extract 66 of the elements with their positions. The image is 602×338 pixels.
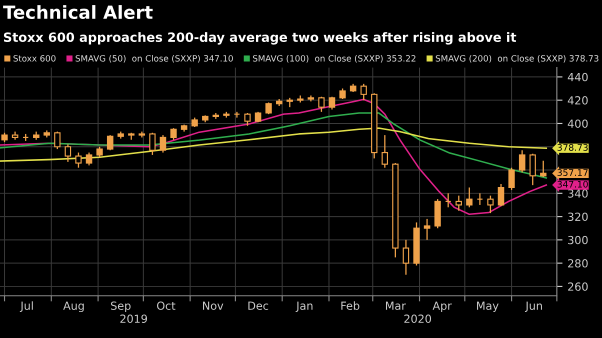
candlestick <box>1 132 8 143</box>
candlestick <box>149 132 156 156</box>
candlestick <box>456 195 462 212</box>
candlestick <box>265 102 272 115</box>
candlestick <box>75 152 82 168</box>
x-tick-label: Sep <box>110 302 131 312</box>
x-tick-label: Feb <box>341 301 360 310</box>
x-tick-label: Apr <box>432 302 452 312</box>
candlestick <box>424 218 430 240</box>
candlestick <box>339 88 346 100</box>
annotation: 357.17 <box>558 169 588 176</box>
candlestick <box>54 130 61 150</box>
candlestick <box>518 150 526 173</box>
candlestick <box>96 146 103 158</box>
candlestick <box>540 160 546 178</box>
candlestick <box>508 167 515 190</box>
annotation: 378.73 <box>558 144 588 151</box>
y-tick-label: 320 <box>568 212 588 221</box>
y-tick-label: 340 <box>568 189 588 198</box>
candlestick <box>191 117 198 128</box>
y-tick-label: 420 <box>568 96 588 105</box>
x-tick-label: Nov <box>203 302 224 310</box>
candlestick <box>106 134 114 151</box>
legend-label: SMAVG (100) on Close (SXXP) 353.22 <box>252 54 416 63</box>
y-tick-label: 280 <box>568 259 588 268</box>
candlestick <box>530 153 536 186</box>
candlestick <box>64 144 72 163</box>
candlestick <box>286 97 293 108</box>
legend-label: SMAVG (50) on Close (SXXP) 347.10 <box>76 54 233 63</box>
candlestick <box>445 192 452 208</box>
x-tick-label: Mar <box>386 302 406 310</box>
x-tick-label: Jan <box>296 302 312 312</box>
x-tick-label: Aug <box>63 302 84 312</box>
y-tick-label: 440 <box>568 72 588 82</box>
candlestick <box>254 111 262 123</box>
text: 2020 <box>404 314 432 323</box>
candlestick <box>382 134 388 168</box>
candlestick <box>466 186 473 208</box>
candlestick <box>476 192 484 206</box>
x-tick-label: Oct <box>157 302 176 310</box>
legend-label: Stoxx 600 <box>13 55 56 62</box>
candlestick <box>22 133 29 142</box>
candlestick <box>244 112 251 126</box>
candlestick <box>402 239 410 276</box>
legend-label: SMAVG (200) on Close (SXXP) 378.73 <box>436 54 598 63</box>
chart-subtitle: Stoxx 600 approaches 200-day average two weeks after rising above it <box>4 32 516 45</box>
x-tick-label: Jul <box>20 301 33 312</box>
candlestick <box>328 96 336 110</box>
candlestick <box>360 83 367 101</box>
chart-title: Technical Alert <box>3 5 153 20</box>
line-series <box>0 127 548 162</box>
candlestick <box>170 128 177 140</box>
candlestick <box>498 183 504 207</box>
y-tick-label: 260 <box>568 282 588 291</box>
y-tick-label: 400 <box>568 119 588 128</box>
text: 2019 <box>120 314 147 323</box>
annotation: 347.10 <box>558 180 588 188</box>
candlestick <box>318 96 325 112</box>
candlestick <box>86 152 92 166</box>
y-tick-label: 300 <box>568 236 588 244</box>
candlestick <box>160 134 166 154</box>
line-series <box>0 98 548 216</box>
x-tick-label: Jun <box>524 302 542 312</box>
x-tick-label: Dec <box>248 302 268 310</box>
candlestick <box>487 195 494 214</box>
x-tick-label: May <box>477 302 499 312</box>
